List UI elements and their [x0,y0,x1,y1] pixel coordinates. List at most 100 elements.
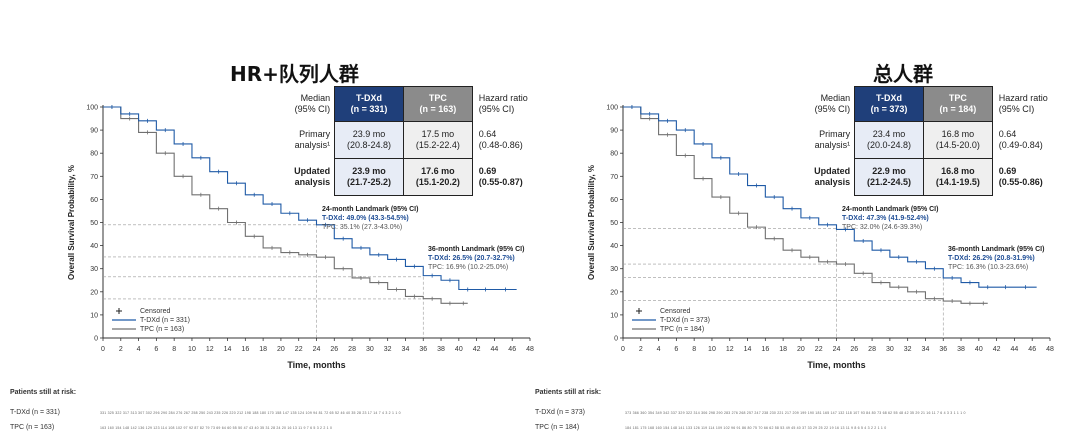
risk-tdxd-numbers: 373 366 360 354 349 342 337 329 322 314 … [625,411,966,415]
tdxd-median: 22.9 mo [872,166,906,176]
x-tick-label: 20 [277,346,285,353]
km-curve-tdxd [623,106,1037,288]
col-tpc-n: (n = 184) [939,104,977,114]
median-survival-table: Median (95% CI) T-DXd (n = 331) TPC (n =… [258,86,540,196]
chart-title: HR+队列人群 [230,62,359,86]
hr-header-label: Hazard ratio (95% CI) [992,87,1060,122]
km-panel-hr-cohort: HR+队列人群 0 10 20 30 40 50 60 70 80 90 100 0 2 4 6 8 10 12 1… [10,62,540,431]
tdxd-ci: (20.8-24.8) [347,140,392,150]
x-tick-label: 10 [708,346,716,353]
x-tick-label: 14 [744,346,752,353]
hr-value: 0.64 [998,129,1017,139]
km-panel-overall: 总人群 0 10 20 30 40 50 60 70 80 90 100 0 2 4 6 8 10 12 14 16 1… [520,0,1060,437]
table-row: Primary analysis¹ 23.4 mo (20.0-24.8) 16.8… [778,121,1060,159]
hr-value: 0.69 [478,166,497,176]
y-tick-label: 80 [90,151,98,158]
y-tick-label: 50 [610,220,618,227]
tpc-median: 16.8 mo [941,166,975,176]
col-tdxd-n: (n = 373) [870,104,908,114]
y-tick-label: 50 [90,220,98,227]
x-tick-label: 44 [1011,346,1019,353]
x-tick-label: 36 [419,346,427,353]
x-tick-label: 22 [815,346,823,353]
tdxd-ci: (20.0-24.8) [867,140,912,150]
hr-ci: (0.49-0.84) [998,140,1043,150]
col-header-tpc: TPC (n = 184) [922,86,993,122]
landmark-24-title: 24-month Landmark (95% CI) [322,206,419,213]
col-header-tdxd: T-DXd (n = 331) [334,86,404,122]
col-tpc-label: TPC [428,93,447,103]
risk-table-title: Patients still at risk: [535,389,602,396]
risk-table-title: Patients still at risk: [10,389,77,396]
x-tick-label: 32 [384,346,392,353]
y-tick-label: 100 [86,105,98,112]
x-axis-label: Time, months [287,360,345,370]
median-label: Median [820,93,851,103]
x-tick-label: 16 [761,346,769,353]
tpc-median: 16.8 mo [941,129,975,139]
col-header-tpc: TPC (n = 163) [402,86,473,122]
tpc-median: 17.5 mo [421,129,455,139]
hr-value: 0.69 [998,166,1017,176]
x-tick-label: 2 [119,346,123,353]
x-tick-label: 40 [975,346,983,353]
col-tpc-label: TPC [948,93,967,103]
col-tdxd-n: (n = 331) [350,104,388,114]
tdxd-median: 23.9 mo [352,166,386,176]
km-curve-tpc [103,106,468,304]
x-tick-label: 26 [330,346,338,353]
col-tdxd-label: T-DXd [356,93,383,103]
y-tick-label: 90 [90,128,98,135]
x-tick-label: 4 [137,346,141,353]
landmark-36-tpc: TPC: 16.3% (10.3-23.6%) [948,264,1029,271]
y-tick-label: 40 [90,243,98,250]
x-axis-label: Time, months [807,360,865,370]
x-tick-label: 6 [674,346,678,353]
tpc-ci: (15.1-20.2) [415,177,460,187]
legend-censored: Censored [140,308,171,315]
x-tick-label: 36 [939,346,947,353]
tpc-ci: (15.2-22.4) [415,140,460,150]
y-tick-label: 100 [606,105,618,112]
x-tick-label: 46 [508,346,516,353]
y-tick-label: 90 [610,128,618,135]
x-tick-label: 30 [366,346,374,353]
x-tick-label: 42 [473,346,481,353]
y-tick-label: 60 [90,197,98,204]
y-tick-label: 70 [610,174,618,181]
x-tick-label: 4 [657,346,661,353]
row-label-sub: analysis [814,177,851,187]
x-tick-label: 40 [455,346,463,353]
risk-tpc-numbers: 184 181 175 168 160 154 148 141 133 126 … [625,426,887,430]
tpc-median: 17.6 mo [421,166,455,176]
y-tick-label: 40 [610,243,618,250]
x-tick-label: 38 [957,346,965,353]
risk-tdxd-label: T-DXd (n = 331) [10,409,60,416]
landmark-36-title: 36-month Landmark (95% CI) [948,246,1045,253]
row-label: Primary [819,129,851,139]
hr-ci: (0.55-0.86) [998,177,1043,187]
legend: Censored T-DXd (n = 373) TPC (n = 184) [660,307,710,334]
landmark-24-tpc: TPC: 32.0% (24.6-39.3%) [842,224,923,231]
risk-tdxd-label: T-DXd (n = 373) [535,409,585,416]
x-tick-label: 42 [993,346,1001,353]
y-axis-label: Overall Survival Probability, % [67,165,76,280]
km-curve-tpc [623,106,988,304]
x-tick-label: 24 [313,346,321,353]
col-tpc-n: (n = 163) [419,104,457,114]
tdxd-ci: (21.7-25.2) [347,177,392,187]
landmark-36-annotation: 36-month Landmark (95% CI) T-DXd: 26.5% … [428,245,524,272]
x-tick-label: 34 [402,346,410,353]
x-tick-label: 8 [172,346,176,353]
hr-label: Hazard ratio [478,93,528,103]
hr-header-label: Hazard ratio (95% CI) [472,87,540,122]
x-tick-label: 0 [621,346,625,353]
risk-row-tpc: TPC (n = 184) 184 181 175 168 160 154 14… [535,424,886,431]
row-label: Updated [814,166,851,176]
landmark-24-annotation: 24-month Landmark (95% CI) T-DXd: 49.0% … [322,205,418,232]
y-tick-label: 80 [610,151,618,158]
legend-censored: Censored [660,308,691,315]
hr-label: Hazard ratio [998,93,1048,103]
landmark-24-annotation: 24-month Landmark (95% CI) T-DXd: 47.3% … [842,205,938,232]
y-tick-label: 20 [90,289,98,296]
